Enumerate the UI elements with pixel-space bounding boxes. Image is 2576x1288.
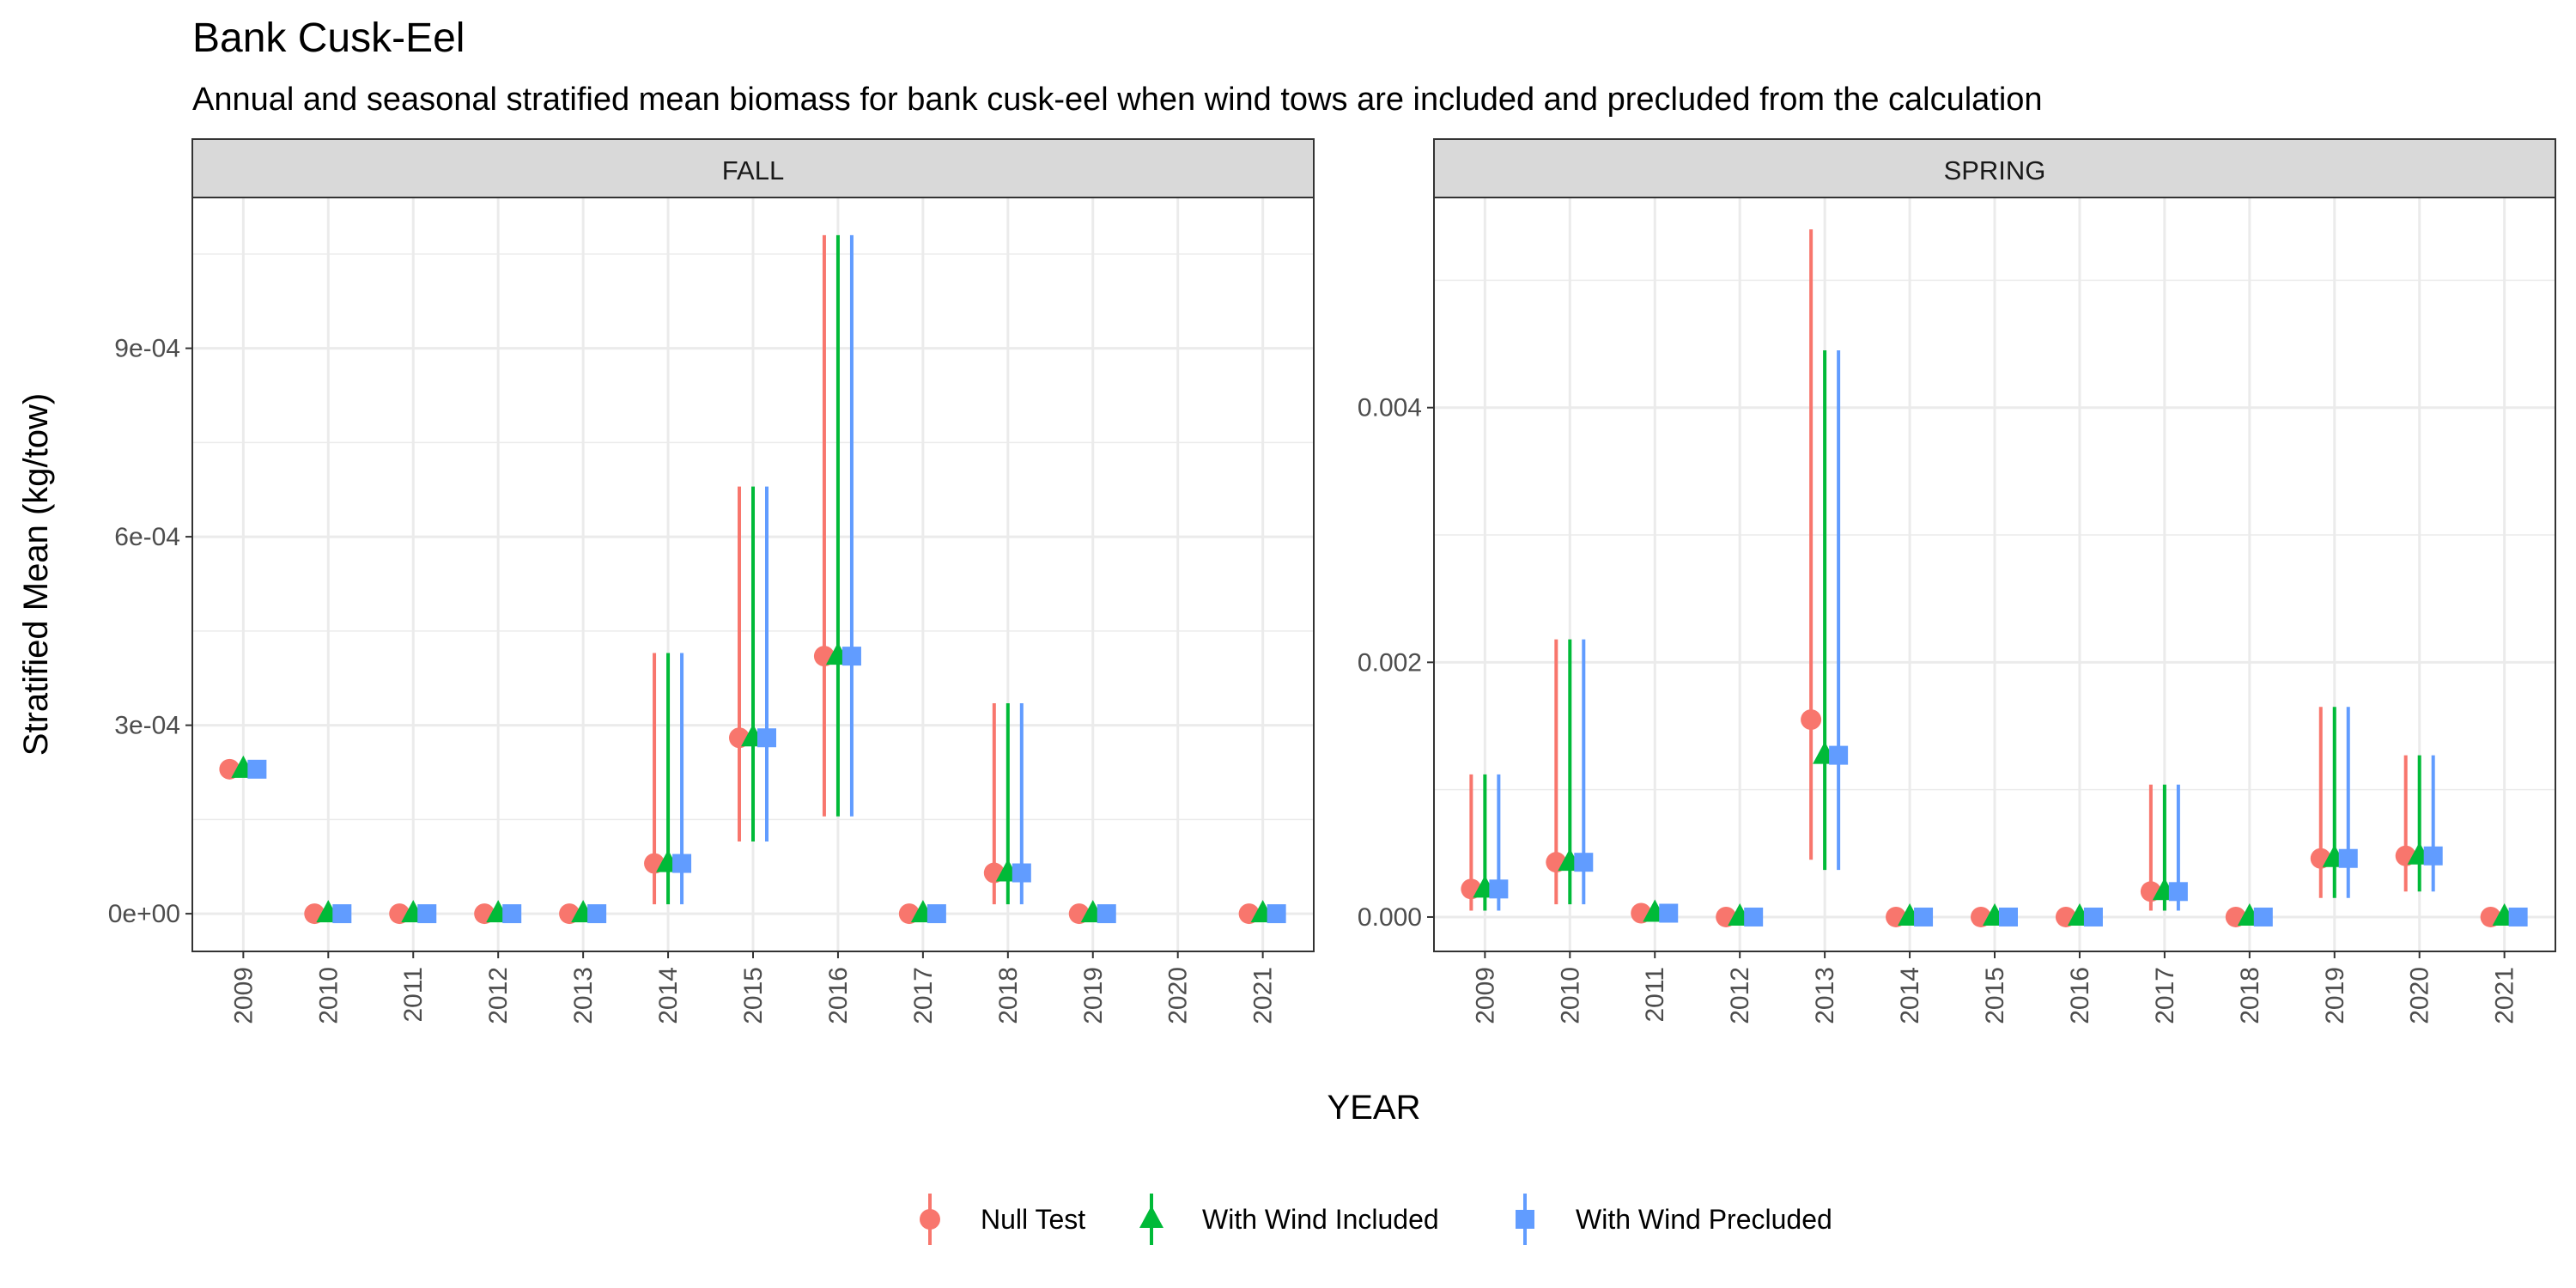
point-with-wind-precluded-2015 bbox=[1999, 907, 2018, 927]
point-with-wind-precluded-2019 bbox=[1097, 904, 1116, 924]
chart-title: Bank Cusk-Eel bbox=[192, 15, 465, 61]
point-with-wind-precluded-2013 bbox=[1829, 745, 1849, 765]
x-tick-label: 2009 bbox=[1471, 967, 1499, 1024]
x-axis-label: YEAR bbox=[1327, 1089, 1421, 1127]
legend-item-with-wind-precluded: With Wind Precluded bbox=[1516, 1194, 1832, 1245]
x-tick-label: 2009 bbox=[229, 967, 258, 1024]
point-with-wind-precluded-2015 bbox=[757, 728, 776, 748]
grid-spring bbox=[1434, 197, 2555, 951]
point-with-wind-precluded-2021 bbox=[1267, 904, 1286, 924]
x-tick-label: 2012 bbox=[484, 967, 513, 1024]
x-tick-label: 2020 bbox=[2406, 967, 2434, 1024]
errorbars-fall bbox=[653, 234, 1024, 905]
y-tick-label: 0.000 bbox=[1358, 903, 1422, 932]
legend-label-null-test: Null Test bbox=[981, 1204, 1085, 1235]
point-with-wind-precluded-2012 bbox=[1744, 907, 1764, 927]
legend-label-with-wind-precluded: With Wind Precluded bbox=[1576, 1204, 1832, 1235]
point-with-wind-precluded-2012 bbox=[502, 904, 522, 924]
legend-key-wind-included-marker bbox=[1139, 1206, 1163, 1228]
points-spring bbox=[1461, 709, 2528, 927]
y-axis-fall: 0e+00 3e-04 6e-04 9e-04 bbox=[108, 335, 192, 928]
strip-spring-label: SPRING bbox=[1944, 155, 2046, 185]
point-with-wind-precluded-2018 bbox=[1012, 863, 1031, 883]
strip-fall-label: FALL bbox=[722, 155, 784, 185]
chart-subtitle: Annual and seasonal stratified mean biom… bbox=[192, 82, 2043, 118]
x-tick-label: 2021 bbox=[2491, 967, 2519, 1024]
y-axis-spring: 0.000 0.002 0.004 bbox=[1358, 394, 1434, 932]
point-with-wind-precluded-2014 bbox=[1914, 907, 1934, 927]
x-axis-fall: 2009 2010 2011 2012 2013 2014 2015 2016 2017 2018… bbox=[229, 951, 1278, 1024]
x-tick-label: 2015 bbox=[1981, 967, 2009, 1024]
x-tick-label: 2014 bbox=[654, 967, 683, 1024]
y-axis-label: Stratified Mean (kg/tow) bbox=[17, 393, 55, 756]
point-with-wind-precluded-2010 bbox=[1574, 853, 1594, 872]
x-tick-label: 2014 bbox=[1896, 967, 1924, 1024]
point-with-wind-precluded-2014 bbox=[672, 854, 692, 873]
point-null-test-2013 bbox=[1801, 709, 1822, 731]
y-tick-label: 9e-04 bbox=[114, 335, 180, 363]
x-tick-label: 2015 bbox=[739, 967, 768, 1024]
x-tick-label: 2011 bbox=[1641, 967, 1669, 1023]
x-tick-label: 2012 bbox=[1726, 967, 1754, 1024]
point-with-wind-precluded-2011 bbox=[417, 904, 437, 924]
x-tick-label: 2016 bbox=[824, 967, 853, 1024]
point-with-wind-precluded-2009 bbox=[247, 759, 267, 779]
x-tick-label: 2019 bbox=[1079, 967, 1108, 1024]
legend: Null Test With Wind Included With Wind P… bbox=[920, 1194, 1832, 1245]
x-tick-label: 2011 bbox=[399, 967, 428, 1023]
x-axis-spring: 2009 2010 2011 2012 2013 2014 2015 2016 2017 2018… bbox=[1471, 951, 2519, 1024]
y-tick-label: 0e+00 bbox=[108, 900, 180, 928]
x-tick-label: 2019 bbox=[2321, 967, 2349, 1024]
x-tick-label: 2017 bbox=[909, 967, 938, 1024]
x-tick-label: 2018 bbox=[994, 967, 1023, 1024]
y-tick-label: 0.002 bbox=[1358, 648, 1422, 677]
legend-label-with-wind-included: With Wind Included bbox=[1202, 1204, 1439, 1235]
point-with-wind-precluded-2009 bbox=[1489, 879, 1509, 899]
point-with-wind-precluded-2011 bbox=[1659, 903, 1679, 923]
points-fall bbox=[219, 642, 1286, 925]
point-with-wind-precluded-2010 bbox=[332, 904, 352, 924]
y-tick-label: 3e-04 bbox=[114, 712, 180, 740]
x-tick-label: 2016 bbox=[2066, 967, 2094, 1024]
y-tick-label: 6e-04 bbox=[114, 523, 180, 551]
point-with-wind-precluded-2018 bbox=[2253, 907, 2273, 927]
x-tick-label: 2020 bbox=[1164, 967, 1193, 1024]
x-tick-label: 2018 bbox=[2236, 967, 2264, 1024]
legend-item-null-test: Null Test bbox=[920, 1194, 1085, 1245]
strip-fall bbox=[191, 138, 1315, 198]
x-tick-label: 2010 bbox=[1556, 967, 1584, 1024]
point-with-wind-precluded-2017 bbox=[927, 904, 946, 924]
x-tick-label: 2013 bbox=[569, 967, 598, 1024]
point-with-wind-precluded-2021 bbox=[2508, 907, 2528, 927]
x-tick-label: 2021 bbox=[1249, 967, 1278, 1024]
legend-key-wind-precluded-marker bbox=[1516, 1210, 1534, 1229]
point-with-wind-precluded-2017 bbox=[2168, 882, 2188, 902]
y-tick-label: 0.004 bbox=[1358, 394, 1422, 422]
legend-key-null-test-marker bbox=[920, 1209, 940, 1230]
point-with-wind-precluded-2013 bbox=[587, 904, 607, 924]
point-with-wind-precluded-2016 bbox=[2083, 907, 2103, 927]
x-tick-label: 2017 bbox=[2151, 967, 2179, 1024]
point-with-wind-precluded-2020 bbox=[2423, 846, 2443, 866]
legend-item-with-wind-included: With Wind Included bbox=[1139, 1194, 1439, 1245]
point-with-wind-precluded-2016 bbox=[841, 647, 861, 666]
x-tick-label: 2013 bbox=[1811, 967, 1839, 1024]
x-tick-label: 2010 bbox=[314, 967, 343, 1024]
strip-spring bbox=[1433, 138, 2556, 198]
point-with-wind-precluded-2019 bbox=[2338, 848, 2358, 868]
